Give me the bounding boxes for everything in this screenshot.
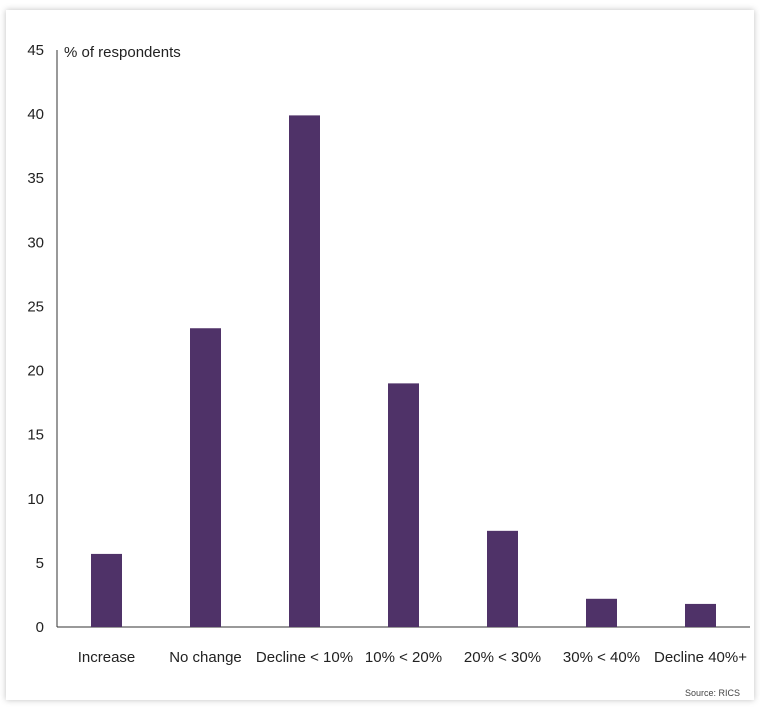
x-tick-label: Decline 40%+ bbox=[654, 649, 747, 666]
bar bbox=[190, 328, 221, 627]
y-tick-label: 5 bbox=[36, 555, 44, 572]
y-tick-label: 40 bbox=[27, 106, 44, 123]
y-tick-label: 10 bbox=[27, 491, 44, 508]
chart-frame bbox=[6, 10, 754, 700]
y-tick-label: 30 bbox=[27, 234, 44, 251]
x-tick-label: Decline < 10% bbox=[256, 649, 353, 666]
source-note: Source: RICS bbox=[685, 688, 740, 698]
x-tick-label: Increase bbox=[78, 649, 136, 666]
y-tick-label: 0 bbox=[36, 619, 44, 636]
y-tick-label: 35 bbox=[27, 170, 44, 187]
x-axis-ticks: Increase No change Decline < 10% 10% < 20% 2… bbox=[78, 649, 747, 666]
bar bbox=[91, 553, 122, 627]
y-tick-label: 25 bbox=[27, 298, 44, 315]
y-axis-ticks: 0 5 10 15 20 25 30 35 40 45 bbox=[27, 42, 44, 636]
bar bbox=[388, 383, 419, 627]
x-tick-label: 10% < 20% bbox=[365, 649, 442, 666]
bars bbox=[91, 115, 716, 627]
x-tick-label: 30% < 40% bbox=[563, 649, 640, 666]
bar bbox=[487, 530, 518, 627]
bar bbox=[586, 598, 617, 627]
y-axis-label: % of respondents bbox=[64, 44, 181, 61]
x-tick-label: 20% < 30% bbox=[464, 649, 541, 666]
bar bbox=[289, 115, 320, 627]
x-tick-label: No change bbox=[169, 649, 242, 666]
bar bbox=[685, 603, 716, 627]
y-tick-label: 45 bbox=[27, 42, 44, 59]
y-tick-label: 15 bbox=[27, 427, 44, 444]
y-tick-label: 20 bbox=[27, 363, 44, 380]
